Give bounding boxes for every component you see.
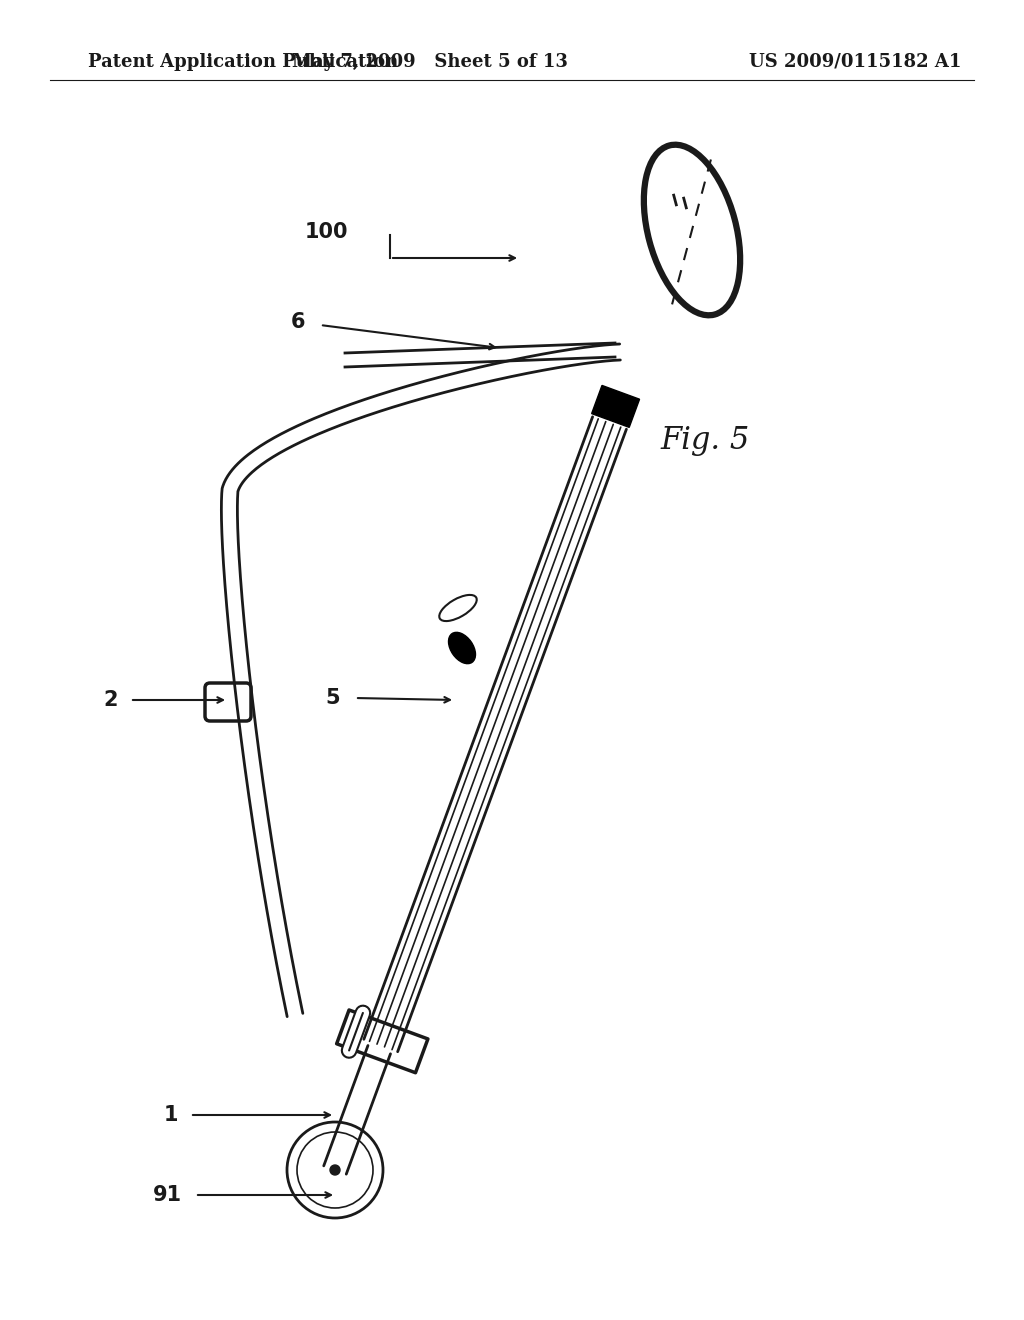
- Polygon shape: [592, 385, 640, 428]
- Circle shape: [330, 1166, 340, 1175]
- FancyBboxPatch shape: [205, 682, 251, 721]
- Text: 1: 1: [164, 1105, 178, 1125]
- Text: 6: 6: [291, 312, 305, 333]
- Ellipse shape: [449, 632, 475, 664]
- Text: US 2009/0115182 A1: US 2009/0115182 A1: [749, 53, 962, 71]
- Ellipse shape: [644, 145, 740, 315]
- Text: Patent Application Publication: Patent Application Publication: [88, 53, 398, 71]
- Ellipse shape: [439, 595, 477, 622]
- Polygon shape: [337, 1010, 428, 1073]
- Text: May 7, 2009   Sheet 5 of 13: May 7, 2009 Sheet 5 of 13: [292, 53, 568, 71]
- Text: 5: 5: [326, 688, 340, 708]
- Text: 2: 2: [103, 690, 118, 710]
- Text: 91: 91: [153, 1185, 182, 1205]
- Text: 100: 100: [305, 222, 348, 242]
- Text: Fig. 5: Fig. 5: [660, 425, 750, 455]
